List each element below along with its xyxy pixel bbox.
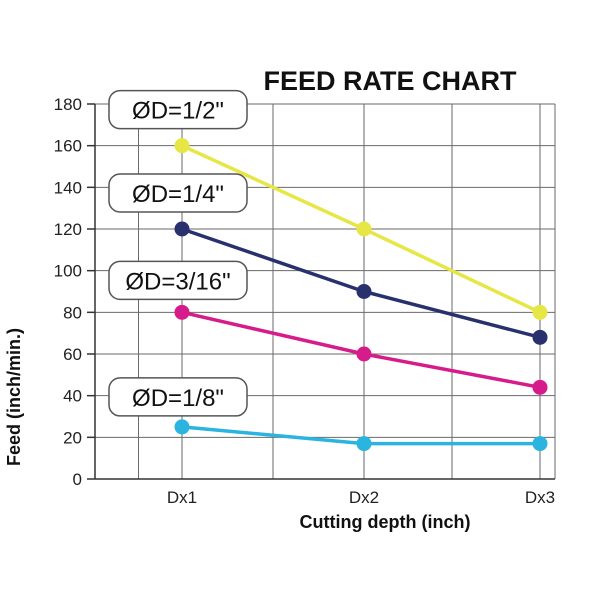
y-tick-label: 20: [63, 428, 82, 447]
y-tick-label: 0: [73, 470, 82, 489]
data-point: [174, 419, 190, 435]
series-callout: ØD=1/2": [108, 89, 248, 130]
series-callout: ØD=1/4": [108, 173, 248, 213]
callout-box: [108, 173, 248, 213]
y-tick-label: 60: [63, 345, 82, 364]
callout-label: ØD=1/2": [132, 98, 224, 125]
data-point: [356, 221, 372, 237]
series-points: [174, 138, 548, 452]
y-tick-label: 160: [54, 137, 82, 156]
series-callouts: ØD=1/2" ØD=1/4" ØD=3/16" ØD=1/8": [108, 89, 248, 417]
x-axis-label: Cutting depth (inch): [300, 512, 471, 532]
y-tick-labels: 0 20 40 60 80 100 120 140 160 180: [54, 95, 82, 489]
data-point: [532, 436, 548, 452]
y-tick-label: 100: [54, 262, 82, 281]
y-tick-label: 80: [63, 303, 82, 322]
x-tick-label: Dx2: [349, 488, 379, 507]
chart-title: FEED RATE CHART: [264, 66, 518, 96]
y-tick-label: 120: [54, 220, 82, 239]
y-tick-label: 40: [63, 387, 82, 406]
x-tick-label: Dx3: [525, 488, 555, 507]
y-tick-label: 180: [54, 95, 82, 114]
x-tick-label: Dx1: [167, 488, 197, 507]
axes: [87, 103, 555, 480]
callout-label: ØD=1/4": [132, 181, 224, 208]
data-point: [174, 221, 190, 237]
series-callout: ØD=1/8": [108, 377, 248, 417]
callout-label: ØD=1/8": [132, 385, 224, 412]
data-point: [356, 346, 372, 362]
x-tick-labels: Dx1 Dx2 Dx3: [167, 488, 555, 507]
callout-label: ØD=3/16": [125, 268, 230, 295]
data-point: [356, 436, 372, 452]
data-point: [532, 379, 548, 395]
data-point: [532, 304, 548, 320]
series-callout: ØD=3/16": [108, 260, 248, 301]
data-point: [356, 284, 372, 299]
callout-box: [108, 377, 248, 417]
data-point: [532, 329, 548, 345]
data-point: [174, 304, 190, 320]
callout-box: [108, 260, 248, 301]
callout-box: [108, 89, 248, 130]
data-point: [174, 138, 190, 154]
y-axis-label: Feed (inch/min.): [4, 328, 24, 466]
y-tick-label: 140: [54, 178, 82, 197]
